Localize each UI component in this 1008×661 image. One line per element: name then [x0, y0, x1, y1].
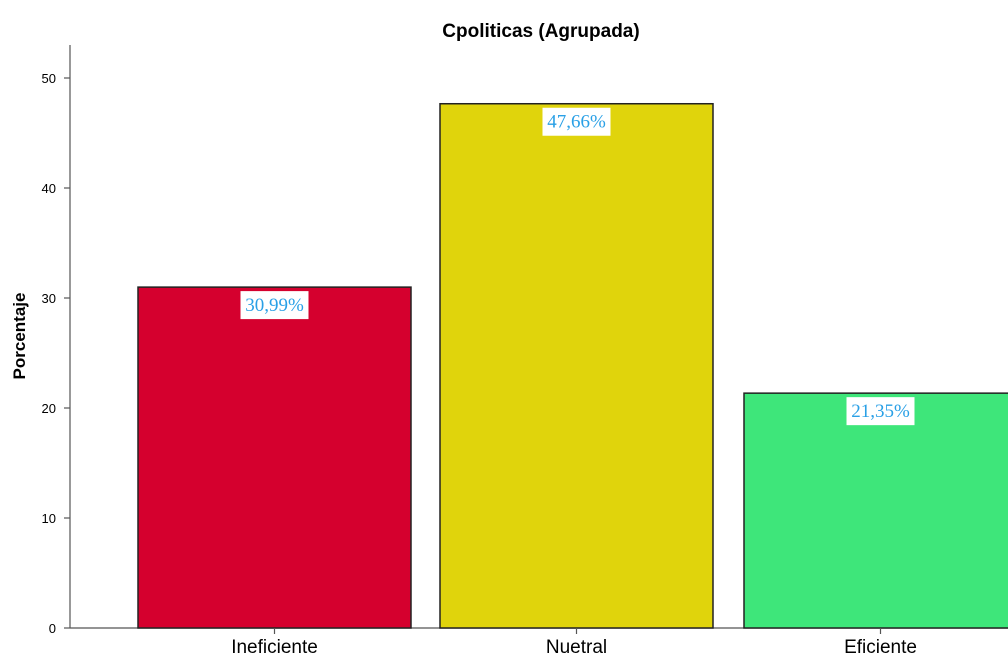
y-tick-label: 10	[42, 511, 56, 526]
bar-group: 30,99% 47,66% 21,35%	[137, 102, 1008, 629]
data-label-box	[240, 291, 309, 320]
chart-title: Cpoliticas (Agrupada)	[442, 21, 639, 42]
y-tick-label: 20	[42, 401, 56, 416]
y-tick-label: 40	[42, 181, 56, 196]
data-label-box	[542, 107, 611, 136]
y-axis-label: Porcentaje	[10, 293, 29, 380]
y-tick-label: 30	[42, 291, 56, 306]
bar-nuetral	[439, 102, 714, 629]
y-tick-group: 0 10 20 30 40 50	[42, 71, 70, 636]
data-label: 21,35%	[851, 401, 910, 422]
x-tick-label: Nuetral	[546, 637, 607, 658]
x-tick-label: Ineficiente	[231, 637, 318, 658]
bar-eficiente	[743, 392, 1008, 629]
data-label-box	[846, 397, 915, 426]
y-tick-label: 50	[42, 71, 56, 86]
y-tick-label: 0	[49, 621, 56, 636]
x-tick-group: Ineficiente Nuetral Eficiente	[231, 628, 917, 658]
x-tick-label: Eficiente	[844, 637, 917, 658]
bar-ineficiente	[137, 286, 412, 629]
data-label: 47,66%	[547, 112, 606, 133]
data-label: 30,99%	[245, 295, 304, 316]
